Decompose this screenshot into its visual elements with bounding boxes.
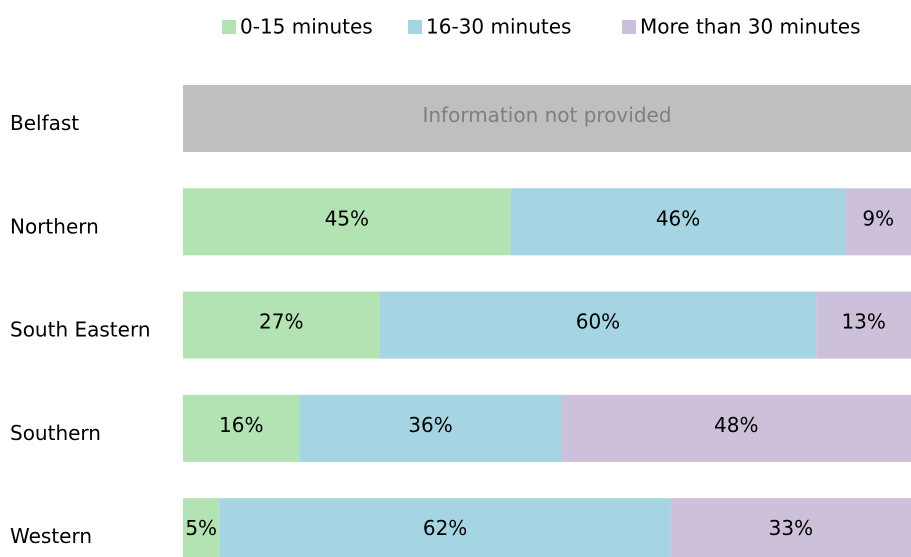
bar-segment <box>183 188 511 256</box>
legend-label: More than 30 minutes <box>640 15 861 39</box>
bar-segment <box>670 498 911 557</box>
category-label: Western <box>10 524 92 548</box>
data-label: 16% <box>219 413 263 437</box>
no-data-bar <box>183 85 911 152</box>
legend-swatch <box>622 20 636 34</box>
category-label: Southern <box>10 421 101 445</box>
bar-segment <box>816 291 911 359</box>
bar-segment <box>219 498 671 557</box>
bar-segment <box>379 291 817 359</box>
annotation: Information not provided <box>422 103 671 127</box>
category-label: Belfast <box>10 111 79 135</box>
data-label: 5% <box>185 516 217 540</box>
data-label: 46% <box>656 206 700 230</box>
bar-segment <box>183 394 300 462</box>
bar-segment <box>845 188 911 256</box>
data-label: 9% <box>862 206 894 230</box>
data-label: 13% <box>841 310 885 334</box>
category-label: South Eastern <box>10 318 151 342</box>
bar-segment <box>299 394 562 462</box>
data-label: 33% <box>769 516 813 540</box>
data-label: 48% <box>714 413 758 437</box>
data-label: 45% <box>325 206 369 230</box>
legend-swatch <box>408 20 422 34</box>
category-label: Northern <box>10 214 99 238</box>
data-label: 62% <box>423 516 467 540</box>
bar-segment <box>183 291 380 359</box>
bar-segment <box>561 394 911 462</box>
legend-swatch <box>222 20 236 34</box>
bar-segment <box>183 498 220 557</box>
data-label: 36% <box>408 413 452 437</box>
data-label: 60% <box>576 310 620 334</box>
bar-segment <box>510 188 846 256</box>
legend-label: 0-15 minutes <box>240 15 373 39</box>
data-label: 27% <box>259 310 303 334</box>
legend-label: 16-30 minutes <box>426 15 571 39</box>
